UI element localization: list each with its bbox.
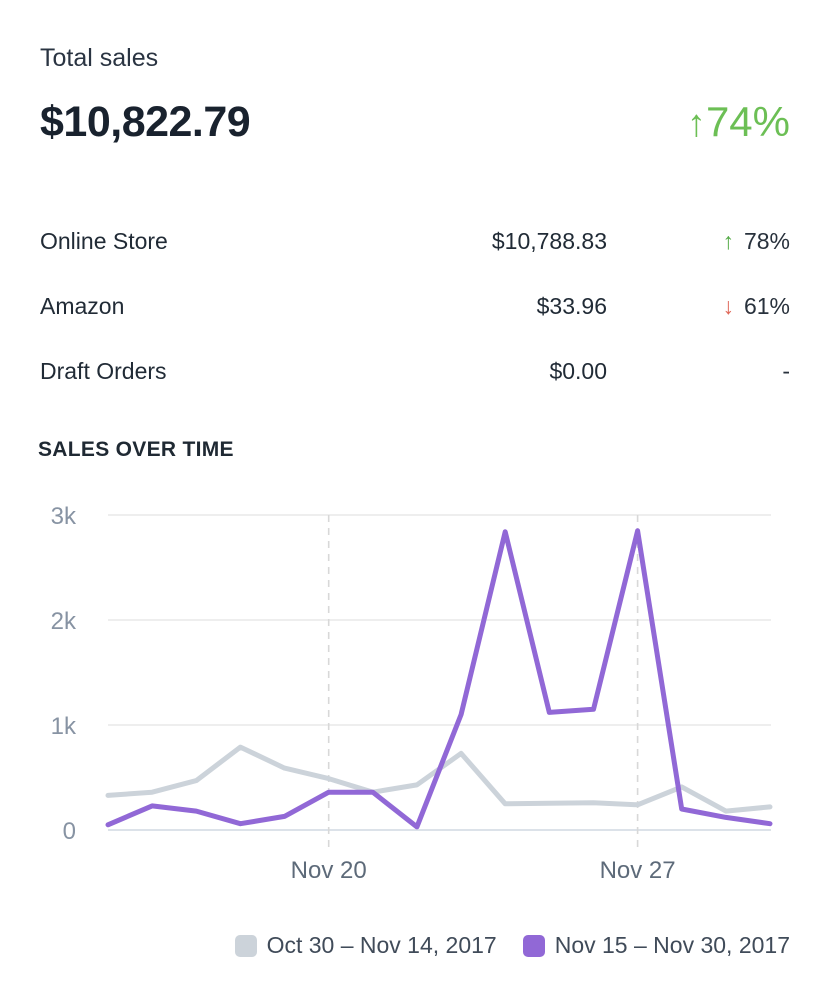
chart-section-title: SALES OVER TIME [38,438,234,461]
previous-period-line [105,744,773,814]
legend-item-current-period: Nov 15 – Nov 30, 2017 [522,932,790,959]
card-title: Total sales [40,44,159,72]
total-amount-row: $10,822.79 ↑74% [40,98,790,152]
current-period-label: Nov 15 – Nov 30, 2017 [554,932,790,958]
chart-legend: Oct 30 – Nov 14, 2017 Nov 15 – Nov 30, 2… [40,932,790,959]
y-tick-3k: 3k [51,503,77,530]
channel-label: Online Store [40,228,168,254]
total-change-value: 74% [705,98,790,145]
y-tick-1k: 1k [51,713,77,740]
trend-arrow-icon: ↑ [722,228,734,254]
current-period-line [105,528,773,830]
channel-change-value: 78% [743,228,790,254]
trend-arrow-icon: ↓ [722,293,734,319]
total-change-badge: ↑74% [687,98,790,146]
y-tick-2k: 2k [51,608,77,635]
previous-period-label: Oct 30 – Nov 14, 2017 [266,932,497,958]
current-period-swatch [522,934,545,957]
legend-item-previous-period: Oct 30 – Nov 14, 2017 [234,932,497,959]
sales-channel-row: Online Store $10,788.83 ↑ 78% [40,228,790,260]
channel-value: $10,788.83 [491,228,607,254]
channel-change: ↑ 78% [722,228,790,255]
channel-value: $0.00 [549,358,607,384]
channel-change: - [772,358,790,385]
sales-channel-row: Amazon $33.96 ↓ 61% [40,293,790,325]
channel-label: Amazon [40,293,125,319]
previous-period-swatch [234,934,257,957]
channel-label: Draft Orders [40,358,167,384]
sales-over-time-chart: 0 1k 2k 3k Nov 20 Nov 27 [51,503,773,884]
sales-channel-row: Draft Orders $0.00 - [40,358,790,390]
channel-change-value: 61% [743,293,790,319]
x-tick-nov20: Nov 20 [291,857,367,884]
channel-value: $33.96 [536,293,607,319]
channel-change: ↓ 61% [722,293,790,320]
channel-change-value: - [782,358,790,384]
x-tick-nov27: Nov 27 [600,857,676,884]
y-tick-0: 0 [63,818,76,845]
total-sales-amount: $10,822.79 [40,98,251,146]
up-arrow-icon: ↑ [686,103,706,145]
